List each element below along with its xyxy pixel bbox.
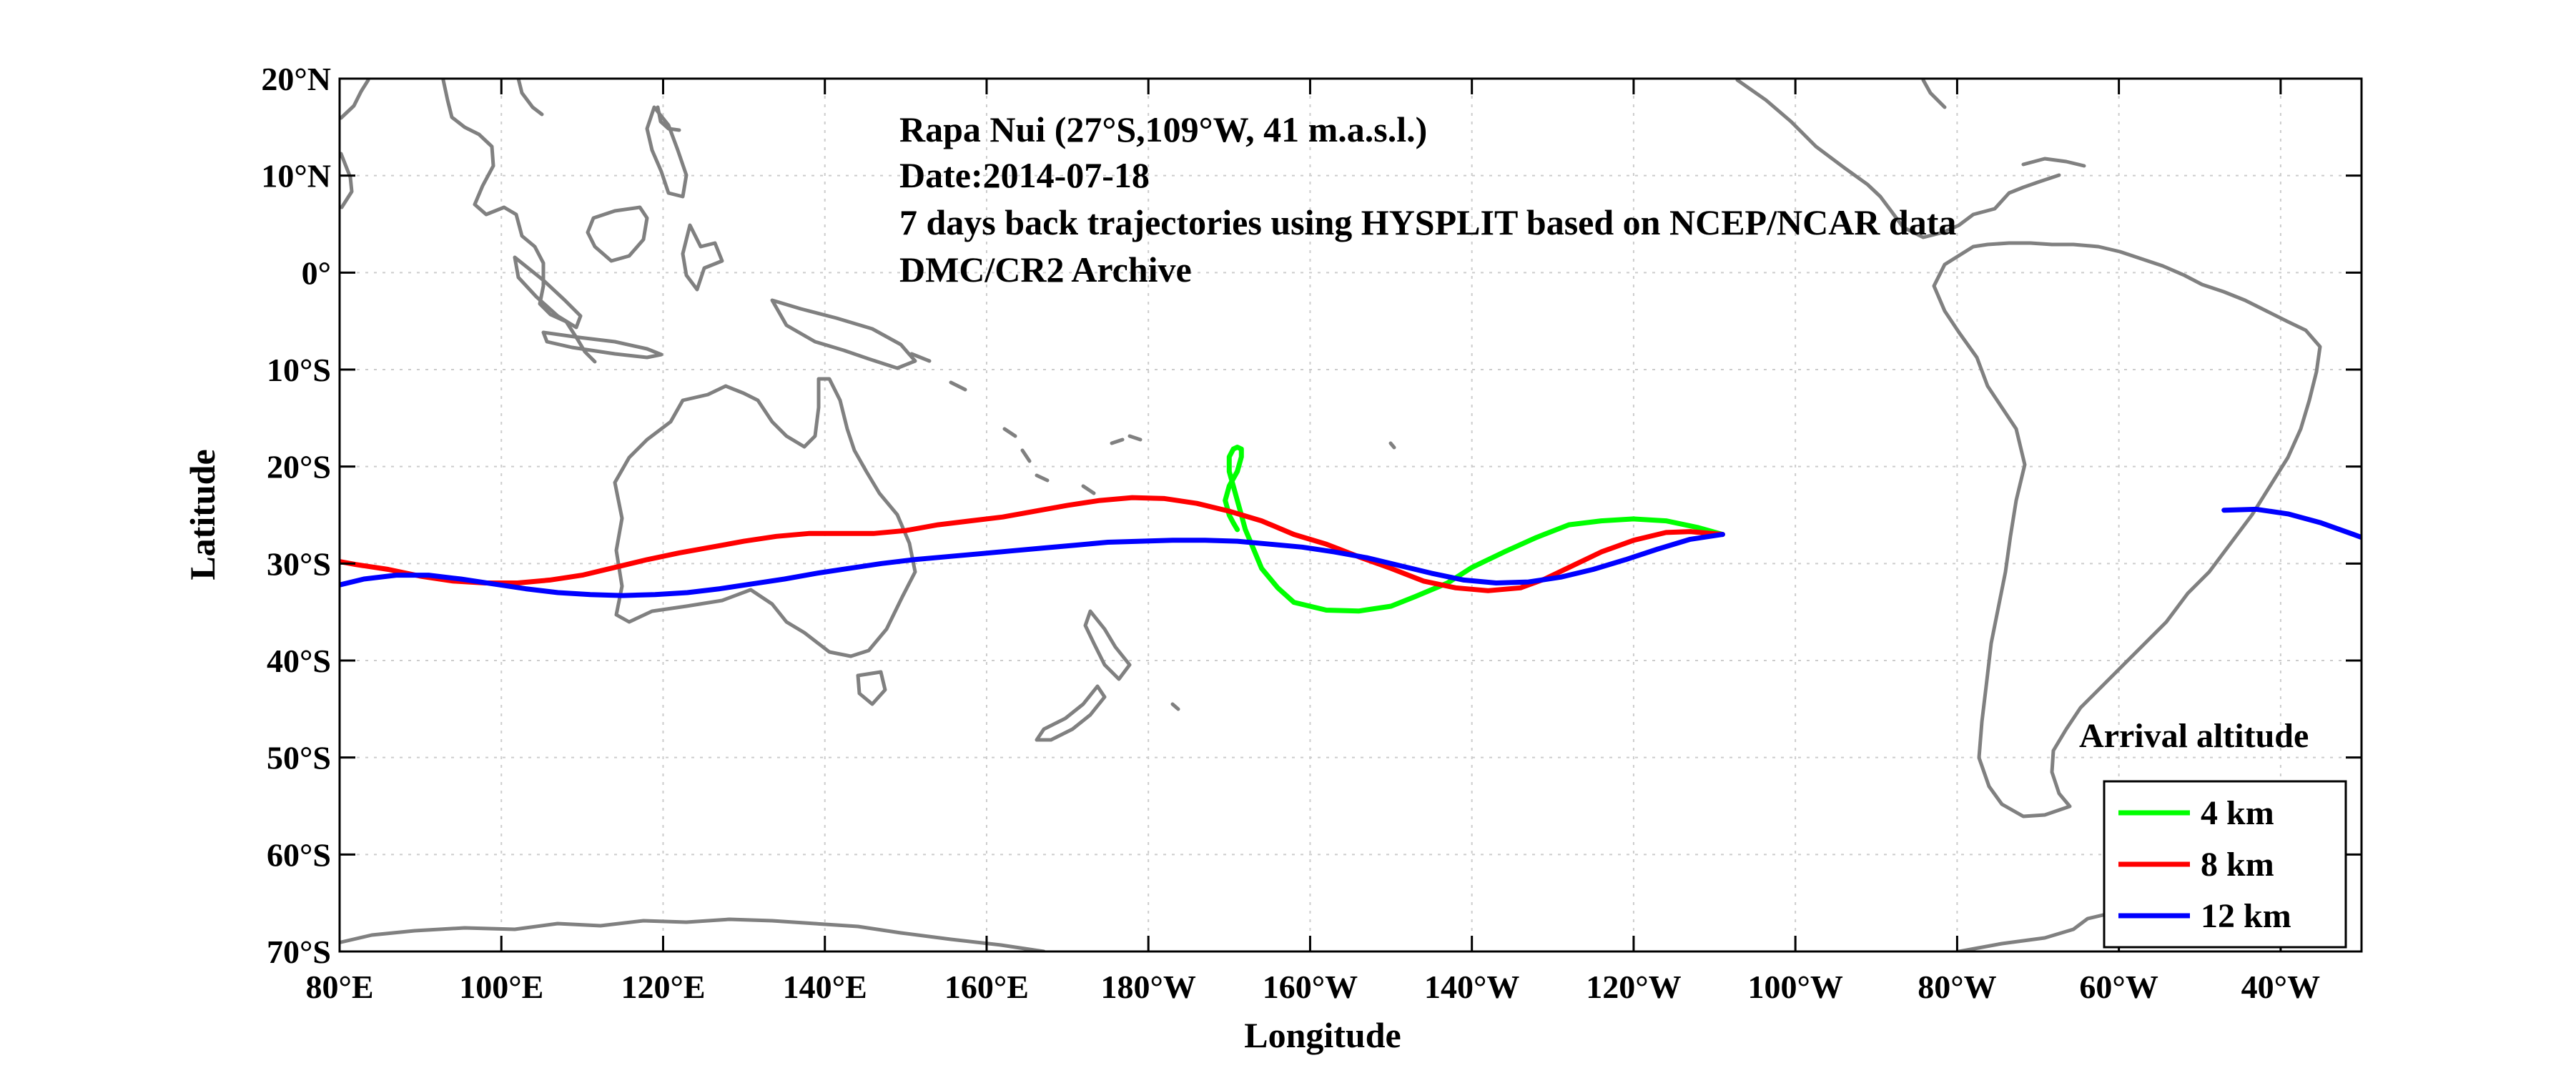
y-tick-label: 30°S [267,545,331,582]
legend-label: 12 km [2201,897,2291,935]
coast-asia-north [340,79,681,364]
y-tick-label: 60°S [267,836,331,873]
description-label: 7 days back trajectories using HYSPLIT b… [899,202,1956,242]
x-tick-label: 120°E [621,969,705,1005]
legend: 4 km 8 km 12 km [2103,780,2347,949]
y-tick-label: 50°S [267,740,331,776]
coast-new-zealand-north [1083,609,1132,681]
y-tick-label: 10°S [267,352,331,388]
archive-label: DMC/CR2 Archive [899,249,1192,290]
coast-philippines [645,105,689,199]
y-tick-label: 20°S [267,449,331,485]
trajectory-4-km [1223,445,1725,614]
x-tick-label: 140°W [1424,969,1519,1005]
date-label: Date:2014-07-18 [899,155,1150,195]
y-axis-title: Latitude [182,449,222,580]
coast-australia [613,377,917,658]
y-tick-label: 0° [302,254,331,291]
coast-pacific-islands [909,352,1396,711]
plot-area [340,79,2362,951]
x-tick-label: 140°E [783,969,867,1005]
trajectory-8-km [340,495,1725,593]
x-tick-label: 60°W [2079,969,2158,1005]
coast-sulawesi [681,223,724,292]
x-tick-label: 100°E [459,969,543,1005]
x-tick-label: 40°W [2241,969,2320,1005]
y-tick-label: 10°N [261,158,331,194]
x-tick-label: 80°E [305,969,373,1005]
x-tick-label: 100°W [1747,969,1842,1005]
coast-java [541,330,663,360]
trajectory-12-km [340,532,1725,598]
coast-north-america [1735,79,2086,239]
y-tick-label: 70°S [267,934,331,970]
x-tick-label: 80°W [1918,969,1996,1005]
coast-south-america [1932,241,2322,819]
legend-title: Arrival altitude [2079,717,2309,755]
trajectory-12-km [2221,506,2362,540]
coast-sumatra [513,255,583,330]
coast-tasmania [856,670,887,706]
coast-new-guinea [770,298,917,370]
x-axis-title: Longitude [1244,1015,1401,1055]
y-tick-label: 40°S [267,643,331,679]
y-tick-label: 20°N [261,61,331,97]
x-tick-label: 160°W [1263,969,1358,1005]
x-tick-label: 120°W [1586,969,1681,1005]
x-tick-label: 180°W [1100,969,1195,1005]
coast-borneo [586,205,649,263]
plot-frame [338,77,2363,953]
info-text-block: Rapa Nui (27°S,109°W, 41 m.a.s.l.) Date:… [899,109,1956,290]
legend-label: 8 km [2201,846,2274,884]
coastlines [340,79,2322,951]
x-tick-labels: 80°E 100°E 120°E 140°E 160°E 180°W 160°W 140°W 1… [305,969,2320,1005]
station-label: Rapa Nui (27°S,109°W, 41 m.a.s.l.) [899,109,1427,149]
coast-new-zealand-south [1035,684,1107,742]
legend-label: 4 km [2201,794,2274,832]
x-tick-label: 160°E [944,969,1029,1005]
y-tick-labels: 20°N 10°N 0° 10°S 20°S 30°S 40°S 50°S 60°S 70°S [261,61,331,970]
axis-ticks [338,77,2362,953]
trajectories [340,445,2362,614]
